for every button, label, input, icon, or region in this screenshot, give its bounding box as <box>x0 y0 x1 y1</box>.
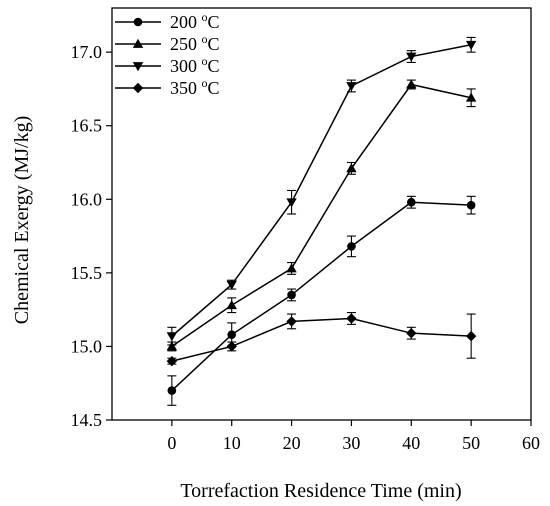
legend-item-4: 350 oC <box>115 76 220 98</box>
series-2 <box>166 79 477 352</box>
legend-marker <box>132 82 144 94</box>
data-point <box>465 330 477 342</box>
x-axis-label: Torrefaction Residence Time (min) <box>180 480 461 502</box>
data-point <box>406 197 416 207</box>
y-axis-label: Chemical Exergy (MJ/kg) <box>11 116 33 324</box>
legend-item-3: 300 oC <box>115 54 220 76</box>
legend-item-2: 250 oC <box>115 32 220 54</box>
data-point <box>166 341 178 351</box>
data-point <box>226 300 237 310</box>
series-line <box>171 317 472 362</box>
data-point <box>466 200 476 210</box>
data-point <box>227 330 237 339</box>
y-tick-label: 14.5 <box>71 410 103 430</box>
plot-border <box>111 7 532 421</box>
x-tick-label: 30 <box>342 433 360 453</box>
series-4 <box>166 312 477 367</box>
legend-label: 200 oC <box>170 10 220 32</box>
series-3 <box>166 36 477 346</box>
y-tick-label: 16.5 <box>71 116 103 136</box>
data-point <box>287 290 296 300</box>
data-point <box>465 40 477 50</box>
data-point <box>286 316 297 327</box>
data-point <box>286 198 297 208</box>
legend-marker <box>133 17 143 27</box>
legend-marker <box>132 62 144 72</box>
data-point <box>166 355 178 367</box>
series-layer <box>166 36 477 406</box>
legend-label: 350 oC <box>170 76 220 98</box>
data-point <box>347 242 356 251</box>
y-tick-label: 16.0 <box>71 189 103 209</box>
data-point <box>406 52 417 62</box>
x-tick-label: 40 <box>402 433 420 453</box>
legend-label: 250 oC <box>170 32 220 54</box>
data-point <box>406 327 417 339</box>
data-point <box>226 341 237 352</box>
data-point <box>346 163 357 173</box>
series-line <box>171 201 472 392</box>
x-tick-label: 60 <box>522 433 540 453</box>
y-axis: 14.5 15.0 15.5 16.0 16.5 17.0 <box>71 42 112 430</box>
plot-frame <box>111 7 532 421</box>
x-tick-label: 50 <box>462 433 480 453</box>
series-line <box>171 44 472 337</box>
x-tick-label: 0 <box>167 433 176 453</box>
legend-item-1: 200 oC <box>115 10 220 32</box>
y-tick-label: 17.0 <box>71 42 103 62</box>
x-axis: 0 10 20 30 40 50 60 <box>167 420 540 453</box>
data-point <box>346 82 357 92</box>
legend-marker <box>132 38 144 48</box>
data-point <box>226 280 237 290</box>
x-tick-label: 10 <box>223 433 241 453</box>
data-point <box>465 92 477 102</box>
x-tick-label: 20 <box>283 433 301 453</box>
y-tick-label: 15.0 <box>71 336 103 356</box>
legend-label: 300 oC <box>170 54 220 76</box>
series-line <box>171 83 472 348</box>
data-point <box>286 263 297 273</box>
data-point <box>166 332 178 342</box>
data-point <box>406 79 417 89</box>
data-point <box>346 313 357 324</box>
y-tick-label: 15.5 <box>71 263 103 283</box>
data-point <box>167 386 177 395</box>
